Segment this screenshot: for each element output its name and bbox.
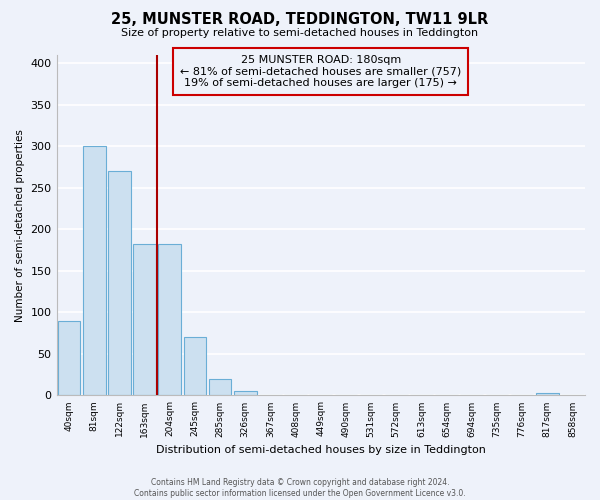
Bar [108, 171, 131, 396]
Text: Size of property relative to semi-detached houses in Teddington: Size of property relative to semi-detach… [121, 28, 479, 38]
Bar [58, 320, 80, 396]
X-axis label: Distribution of semi-detached houses by size in Teddington: Distribution of semi-detached houses by … [156, 445, 486, 455]
Text: Contains HM Land Registry data © Crown copyright and database right 2024.
Contai: Contains HM Land Registry data © Crown c… [134, 478, 466, 498]
Bar [158, 244, 181, 396]
Bar [536, 393, 559, 396]
Text: 25, MUNSTER ROAD, TEDDINGTON, TW11 9LR: 25, MUNSTER ROAD, TEDDINGTON, TW11 9LR [112, 12, 488, 28]
Bar [83, 146, 106, 396]
Bar [133, 244, 156, 396]
Text: 25 MUNSTER ROAD: 180sqm
← 81% of semi-detached houses are smaller (757)
19% of s: 25 MUNSTER ROAD: 180sqm ← 81% of semi-de… [180, 55, 461, 88]
Bar [184, 338, 206, 396]
Y-axis label: Number of semi-detached properties: Number of semi-detached properties [15, 129, 25, 322]
Bar [209, 379, 232, 396]
Bar [234, 392, 257, 396]
